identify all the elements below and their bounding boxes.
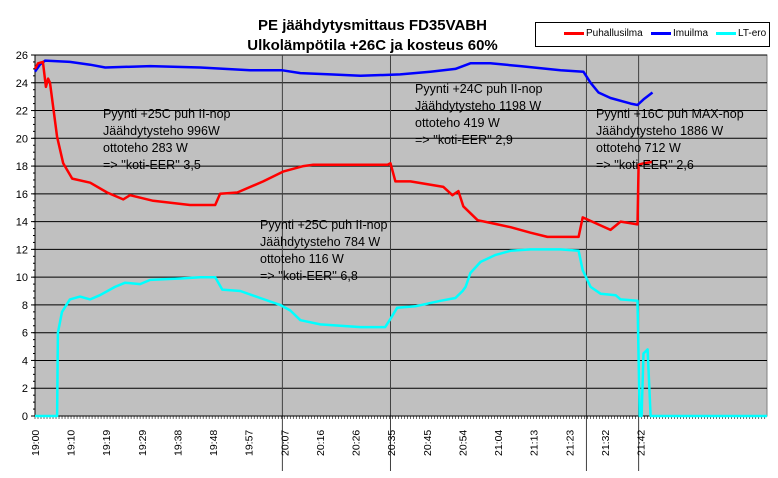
legend-swatch [651, 32, 671, 35]
y-tick-label: 6 [22, 328, 28, 340]
x-tick-label: 21:04 [493, 430, 505, 456]
series-line-imuilma [33, 59, 654, 107]
x-tick-label: 19:00 [30, 430, 42, 456]
annotation-line: Pyynti +25C puh II-nop [103, 107, 231, 121]
legend-label: Imuilma [673, 28, 709, 39]
legend-swatch [716, 32, 736, 35]
annotation-line: Jäähdytysteho 1198 W [415, 99, 542, 113]
x-tick-label: 19:57 [244, 430, 256, 456]
legend-swatch [564, 32, 584, 35]
x-tick-label: 21:32 [600, 430, 612, 456]
legend-label: Puhallusilma [586, 28, 643, 39]
annotation-line: Jäähdytysteho 784 W [260, 235, 381, 249]
y-tick-label: 4 [22, 355, 28, 367]
x-tick-label: 19:38 [172, 430, 184, 456]
x-tick-label: 21:23 [564, 430, 576, 456]
legend-item-puhallusilma: Puhallusilma [564, 28, 643, 39]
legend-item-lt-ero: LT-ero [716, 28, 766, 39]
x-tick-label: 20:54 [457, 430, 469, 456]
legend-label: LT-ero [738, 28, 767, 39]
chart-title: PE jäähdytysmittaus FD35VABH [258, 17, 487, 34]
y-tick-label: 26 [16, 50, 28, 62]
x-tick-label: 20:07 [279, 430, 291, 456]
x-tick-label: 19:19 [101, 430, 113, 456]
annotation-3: Pyynti +24C puh II-nop Jäähdytysteho 119… [415, 81, 543, 149]
x-tick-label: 21:13 [529, 430, 541, 456]
annotation-line: Pyynti +16C puh MAX-nop [596, 107, 744, 121]
legend: Puhallusilma Imuilma LT-ero [535, 22, 770, 47]
annotation-1: Pyynti +25C puh II-nop Jäähdytysteho 996… [103, 106, 231, 174]
y-tick-label: 8 [22, 300, 28, 312]
annotation-4: Pyynti +16C puh MAX-nop Jäähdytysteho 18… [596, 106, 744, 174]
annotation-line: Jäähdytysteho 996W [103, 124, 220, 138]
x-tick-label: 20:45 [422, 430, 434, 456]
x-tick-label: 19:29 [137, 430, 149, 456]
annotation-line: Pyynti +24C puh II-nop [415, 82, 543, 96]
y-tick-label: 14 [16, 217, 28, 229]
annotation-line: ottoteho 419 W [415, 116, 500, 130]
y-tick-label: 20 [16, 133, 28, 145]
annotation-line: ottoteho 116 W [260, 252, 344, 266]
annotation-2: Pyynti +25C puh II-nop Jäähdytysteho 784… [260, 217, 388, 285]
y-tick-label: 18 [16, 161, 28, 173]
legend-item-imuilma: Imuilma [651, 28, 708, 39]
annotation-line: Jäähdytysteho 1886 W [596, 124, 724, 138]
y-tick-label: 12 [16, 244, 28, 256]
annotation-line: ottoteho 712 W [596, 141, 681, 155]
y-tick-label: 10 [16, 272, 28, 284]
x-tick-label: 20:16 [315, 430, 327, 456]
series-line-puhallusilma [33, 60, 653, 239]
annotation-line: ottoteho 283 W [103, 141, 188, 155]
x-tick-label: 19:10 [66, 430, 78, 456]
y-tick-label: 24 [16, 78, 28, 90]
y-tick-label: 22 [16, 106, 28, 118]
plot-area [34, 54, 768, 417]
x-tick-label: 19:48 [208, 430, 220, 456]
y-tick-label: 16 [16, 189, 28, 201]
x-tick-label: 21:42 [636, 430, 648, 456]
annotation-line: Pyynti +25C puh II-nop [260, 218, 388, 232]
chart-subtitle: Ulkolämpötila +26C ja kosteus 60% [247, 37, 498, 54]
annotation-line: => ''koti-EER'' 3,5 [103, 158, 201, 172]
annotation-line: => ''koti-EER'' 2,9 [415, 133, 513, 147]
x-tick-label: 20:26 [351, 430, 363, 456]
x-tick-label: 20:35 [386, 430, 398, 456]
annotation-line: => ''koti-EER'' 6,8 [260, 269, 358, 283]
y-tick-label: 0 [22, 411, 28, 423]
series-line-lt-ero [35, 248, 767, 418]
y-tick-label: 2 [22, 383, 28, 395]
annotation-line: => ''koti-EER'' 2,6 [596, 158, 694, 172]
